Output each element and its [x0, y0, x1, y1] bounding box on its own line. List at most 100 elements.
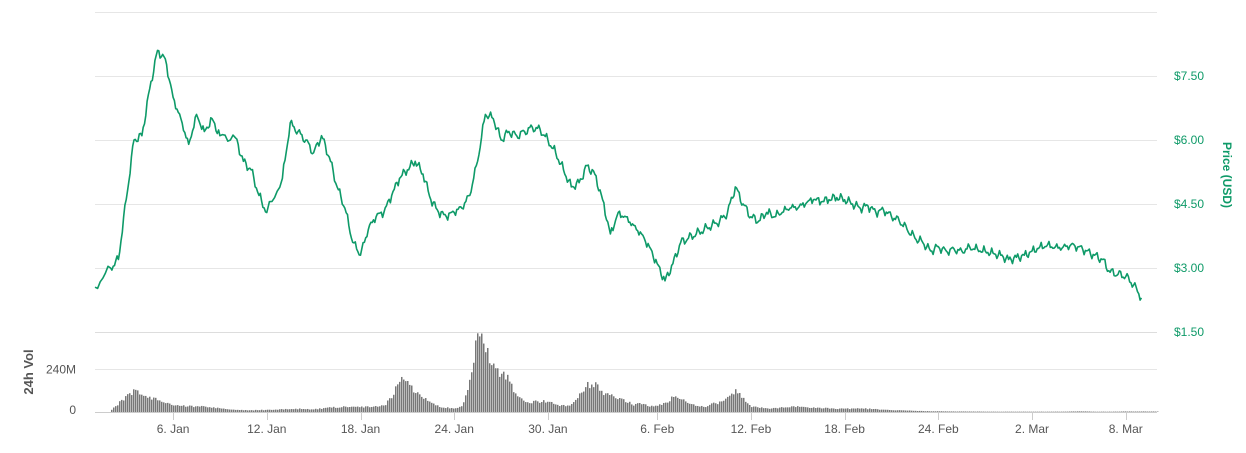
volume-bar: [1071, 411, 1073, 412]
volume-bar: [215, 408, 217, 412]
volume-bar: [271, 409, 273, 412]
volume-bar: [805, 407, 807, 412]
volume-bar: [885, 409, 887, 412]
volume-bar: [649, 406, 651, 412]
price-line: [94, 49, 1143, 301]
volume-bar: [875, 408, 877, 412]
volume-bar: [165, 403, 167, 412]
volume-bar: [153, 397, 155, 412]
volume-bar: [935, 411, 937, 412]
volume-bar: [663, 402, 665, 412]
volume-bar: [455, 408, 457, 412]
volume-bar: [329, 407, 331, 412]
volume-bar: [255, 409, 257, 412]
date-tick-label: 6. Jan: [157, 422, 190, 436]
volume-bar: [1139, 411, 1141, 412]
volume-bar: [391, 398, 393, 412]
date-tick-label: 12. Feb: [731, 422, 772, 436]
price-gridlines: [95, 12, 1157, 333]
volume-bar: [471, 372, 473, 412]
volume-bar: [749, 405, 751, 412]
volume-bar: [895, 410, 897, 412]
volume-bar: [951, 411, 953, 412]
price-axis-title: Price (USD): [1220, 142, 1234, 208]
volume-bar: [1077, 411, 1079, 412]
volume-bar: [305, 409, 307, 412]
volume-bar: [187, 406, 189, 412]
volume-bar: [285, 408, 287, 412]
volume-bar: [371, 406, 373, 412]
volume-bar: [841, 408, 843, 412]
volume-bar: [891, 410, 893, 412]
volume-bar: [607, 393, 609, 412]
volume-bar: [133, 389, 135, 412]
volume-bar: [537, 401, 539, 412]
volume-bar: [351, 406, 353, 412]
volume-bar: [177, 405, 179, 412]
volume-bar: [193, 407, 195, 412]
volume-bar: [441, 407, 443, 412]
volume-bar: [431, 402, 433, 412]
volume-bar: [615, 398, 617, 412]
volume-bar: [839, 408, 841, 412]
volume-bar: [173, 405, 175, 412]
volume-bar: [657, 405, 659, 412]
volume-bar: [365, 406, 367, 412]
volume-bar: [551, 401, 553, 412]
volume-bar: [851, 408, 853, 412]
volume-bar: [453, 408, 455, 412]
volume-bar: [759, 407, 761, 412]
volume-bar: [535, 400, 537, 412]
volume-bar: [733, 394, 735, 412]
volume-bar: [163, 402, 165, 412]
volume-bar: [171, 404, 173, 412]
volume-bar: [123, 400, 125, 412]
volume-bar: [141, 394, 143, 412]
volume-bar: [1081, 411, 1083, 412]
volume-bar: [427, 400, 429, 412]
volume-bar: [927, 411, 929, 412]
volume-bar: [541, 402, 543, 412]
volume-bar: [783, 407, 785, 412]
volume-bar: [893, 410, 895, 412]
volume-bar: [439, 407, 441, 412]
volume-bar: [127, 394, 129, 412]
volume-bar: [737, 393, 739, 412]
volume-bar: [939, 411, 941, 412]
volume-bar: [475, 340, 477, 412]
volume-bar: [905, 410, 907, 412]
volume-bar: [495, 368, 497, 412]
volume-bar: [281, 409, 283, 412]
volume-bar: [621, 398, 623, 412]
volume-bar: [681, 399, 683, 412]
volume-bar: [509, 381, 511, 412]
volume-bar: [1087, 411, 1089, 412]
volume-bar: [137, 390, 139, 412]
volume-bar: [591, 384, 593, 412]
volume-bar: [307, 408, 309, 412]
volume-bar: [545, 402, 547, 412]
volume-bar: [1079, 411, 1081, 412]
volume-bar: [125, 396, 127, 412]
volume-bar: [711, 403, 713, 412]
volume-bar: [501, 373, 503, 412]
volume-bar: [563, 404, 565, 412]
volume-bar: [879, 409, 881, 412]
volume-bar: [381, 405, 383, 412]
volume-bar: [773, 407, 775, 412]
volume-bar: [387, 400, 389, 412]
volume-bar: [645, 404, 647, 412]
volume-bar: [539, 402, 541, 412]
volume-bar: [721, 401, 723, 412]
volume-bar: [221, 408, 223, 412]
volume-bar: [515, 393, 517, 412]
volume-bar: [353, 406, 355, 412]
volume-bar: [565, 406, 567, 412]
volume-bar: [777, 408, 779, 412]
volume-bar: [341, 407, 343, 412]
volume-bar: [613, 396, 615, 412]
volume-bar: [243, 410, 245, 412]
volume-bar: [363, 407, 365, 412]
volume-bar: [239, 410, 241, 412]
volume-bar: [493, 363, 495, 412]
